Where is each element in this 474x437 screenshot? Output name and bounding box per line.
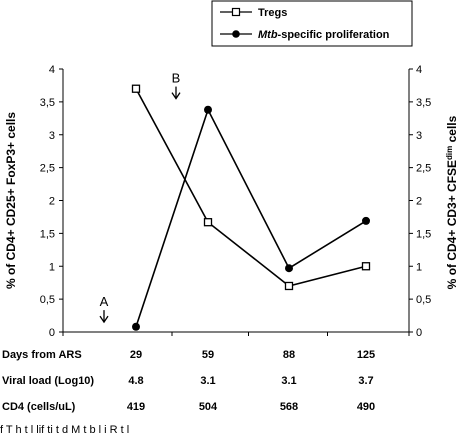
table-cell: 568 <box>280 401 298 413</box>
y-tick-label-left: 0,5 <box>40 294 55 306</box>
series-line-tregs <box>135 88 367 287</box>
y-axis-title-right-main: % of CD4+ CD3+ CFSE <box>445 160 459 289</box>
legend-label-mtb: Mtb-specific proliferation <box>258 29 390 41</box>
table-cell: 88 <box>283 349 295 361</box>
legend-label-mtb-italic: Mtb <box>258 29 278 41</box>
caption-fragment: f T h t l lif ti t d M t b l i R t l <box>0 424 129 436</box>
table-cell: 504 <box>199 401 218 413</box>
y-tick-label-right: 4 <box>416 64 422 76</box>
table-cell: 59 <box>202 349 214 361</box>
y-tick-label-left: 0 <box>49 327 55 339</box>
table-cell: 3.1 <box>281 375 296 387</box>
legend-marker-tregs <box>231 7 241 17</box>
y-tick-label-left: 3,5 <box>40 97 55 109</box>
legend-box <box>211 0 413 47</box>
annotations: AB <box>99 71 181 324</box>
axes: 0 0,5 1 1,5 2 2,5 3 3,5 4 0 0,5 1 1,5 2 2,5 3 3,5 4 % of C… <box>4 64 459 339</box>
point-mtb-29 <box>132 322 140 331</box>
point-mtb-125 <box>362 216 370 225</box>
y-tick-label-right: 2 <box>416 196 422 208</box>
point-mtb-59 <box>204 105 212 114</box>
legend: Tregs Mtb-specific proliferation <box>211 0 413 47</box>
y-tick-label-right: 3 <box>416 130 422 142</box>
series-line-mtb-proliferation <box>135 107 367 327</box>
table-row-label: CD4 (cells/uL) <box>2 401 76 413</box>
point-tregs-59 <box>203 218 213 227</box>
arrow-head-a <box>99 315 109 324</box>
annotation-a: A <box>100 294 109 309</box>
arrow-head-b <box>171 92 181 100</box>
y-tick-label-right: 0,5 <box>416 294 431 306</box>
point-tregs-125 <box>361 262 371 271</box>
y-tick-label-left: 4 <box>49 64 55 76</box>
y-tick-label-right: 2,5 <box>416 163 431 175</box>
table-cell: 29 <box>130 349 142 361</box>
point-mtb-88 <box>285 264 293 273</box>
y-axis-title-left: % of CD4+ CD25+ FoxP3+ cells <box>4 112 18 289</box>
table-cell: 3.7 <box>358 375 373 387</box>
table-cell: 4.8 <box>128 375 143 387</box>
series <box>131 84 371 331</box>
table-cell: 3.1 <box>200 375 215 387</box>
table-row-label: Days from ARS <box>2 349 82 361</box>
y-tick-label-left: 3 <box>49 130 55 142</box>
legend-label-tregs: Tregs <box>258 7 287 19</box>
y-tick-label-right: 3,5 <box>416 97 431 109</box>
table-row-label: Viral load (Log10) <box>2 375 94 387</box>
y-tick-label-right: 1,5 <box>416 228 431 240</box>
y-tick-label-right: 0 <box>416 327 422 339</box>
point-tregs-88 <box>284 281 294 291</box>
y-axis-title-right-tail: cells <box>445 115 459 145</box>
y-tick-label-left: 2 <box>49 196 55 208</box>
annotation-b: B <box>172 71 181 86</box>
legend-label-mtb-rest: -specific proliferation <box>278 29 390 41</box>
y-tick-label-left: 1,5 <box>40 228 55 240</box>
y-tick-label-left: 2,5 <box>40 163 55 175</box>
y-tick-label-right: 1 <box>416 261 422 273</box>
legend-marker-mtb <box>232 30 240 38</box>
data-table: Days from ARS 29 59 88 125 Viral load (Log10)… <box>2 349 375 413</box>
y-axis-title-right: % of CD4+ CD3+ CFSEdim cells <box>445 115 460 289</box>
table-cell: 419 <box>127 401 145 413</box>
table-cell: 125 <box>357 349 375 361</box>
table-cell: 490 <box>357 401 375 413</box>
y-tick-label-left: 1 <box>49 261 55 273</box>
point-tregs-29 <box>131 84 141 93</box>
y-axis-title-right-sup: dim <box>445 146 454 160</box>
